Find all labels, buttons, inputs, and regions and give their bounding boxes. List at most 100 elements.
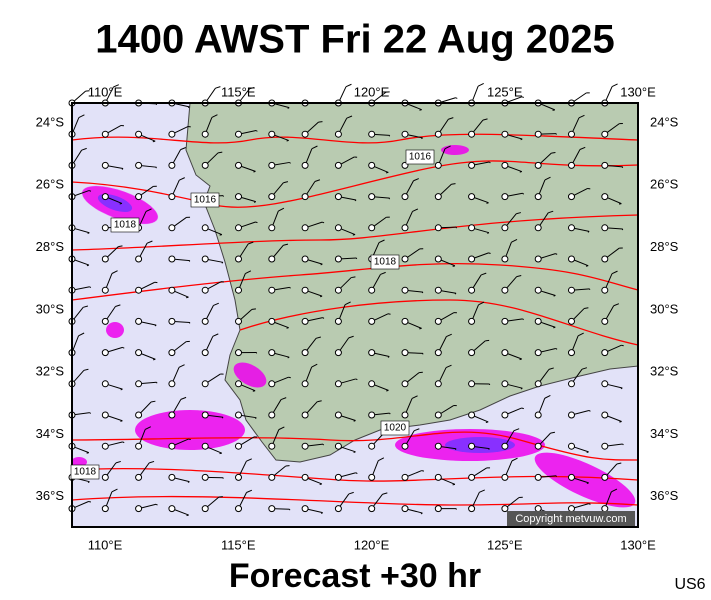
barb-station bbox=[468, 286, 476, 294]
barb-station bbox=[568, 286, 575, 294]
barb-station bbox=[401, 411, 409, 419]
barb-feather bbox=[120, 388, 123, 391]
barb-feather bbox=[322, 221, 325, 224]
barb-station bbox=[468, 255, 476, 263]
barb-station bbox=[268, 317, 276, 325]
barb-station bbox=[434, 505, 442, 513]
barb-station bbox=[501, 130, 509, 138]
barb-station bbox=[135, 349, 143, 357]
barb-station bbox=[334, 193, 342, 201]
barb-station bbox=[235, 442, 242, 450]
barb-station bbox=[468, 380, 476, 388]
barb-feather bbox=[120, 420, 123, 422]
barb-feather bbox=[480, 272, 487, 276]
barb-feather bbox=[420, 512, 423, 515]
barb-station bbox=[101, 286, 109, 294]
barb-feather bbox=[286, 327, 289, 329]
barb-feather bbox=[583, 307, 589, 310]
barb-station bbox=[235, 473, 242, 481]
barb-feather bbox=[618, 203, 622, 205]
barb-feather bbox=[221, 261, 224, 264]
barb-feather bbox=[249, 86, 255, 90]
barb-station bbox=[568, 380, 575, 388]
barb-feather bbox=[588, 503, 591, 505]
barb-feather bbox=[180, 147, 187, 151]
barb-feather bbox=[586, 451, 589, 454]
barb-station bbox=[434, 349, 442, 357]
barb-feather bbox=[179, 177, 185, 181]
barb-feather bbox=[452, 483, 456, 486]
barb-station bbox=[534, 130, 542, 138]
barb-station bbox=[201, 505, 209, 513]
barb-feather bbox=[578, 114, 585, 119]
barb-station bbox=[434, 286, 442, 294]
barb-feather bbox=[478, 301, 485, 306]
barb-station bbox=[168, 442, 176, 450]
barb-feather bbox=[482, 118, 488, 121]
lat-label: 36°S bbox=[650, 488, 679, 503]
barb-feather bbox=[81, 147, 87, 151]
barb-feather bbox=[252, 390, 256, 392]
barb-feather bbox=[519, 171, 522, 173]
barb-station bbox=[601, 193, 609, 201]
isobar-label-box bbox=[370, 254, 400, 270]
barb-feather bbox=[246, 458, 252, 462]
barb-feather bbox=[622, 443, 624, 446]
barb-feather bbox=[115, 304, 121, 307]
barb-station bbox=[368, 193, 376, 201]
barb-station bbox=[168, 380, 176, 388]
barb-station bbox=[101, 505, 109, 513]
barb-station bbox=[301, 473, 309, 481]
barb-feather bbox=[586, 482, 589, 485]
barb-feather bbox=[152, 358, 156, 361]
barb-station bbox=[601, 317, 609, 325]
barb-feather bbox=[620, 387, 623, 390]
barb-station bbox=[434, 411, 442, 419]
barb-station bbox=[101, 380, 109, 388]
barb-feather bbox=[319, 483, 323, 486]
barb-station bbox=[401, 380, 409, 388]
barb-station bbox=[601, 505, 609, 513]
barb-station bbox=[268, 255, 276, 263]
barb-feather bbox=[382, 492, 388, 495]
barb-feather bbox=[477, 82, 484, 87]
barb-station bbox=[568, 317, 575, 325]
barb-feather bbox=[488, 448, 490, 450]
barb-station bbox=[568, 193, 575, 201]
barb-feather bbox=[251, 308, 256, 310]
barb-station bbox=[368, 473, 376, 481]
barb-station bbox=[168, 161, 176, 169]
barb-feather bbox=[519, 358, 522, 361]
barb-feather bbox=[253, 201, 256, 203]
barb-feather bbox=[351, 276, 356, 279]
barb-station bbox=[135, 505, 143, 513]
barb-station bbox=[101, 317, 109, 325]
barb-feather bbox=[320, 263, 323, 266]
barb-feather bbox=[89, 412, 92, 414]
lon-label: 125°E bbox=[487, 537, 523, 552]
barb-feather bbox=[421, 291, 424, 294]
barb-station bbox=[268, 349, 276, 357]
barb-feather bbox=[511, 457, 518, 462]
lat-label: 34°S bbox=[650, 426, 679, 441]
barb-station bbox=[334, 286, 342, 294]
barb-station bbox=[434, 380, 442, 388]
barb-station bbox=[168, 286, 176, 294]
barb-feather bbox=[286, 139, 289, 142]
barb-feather bbox=[388, 197, 391, 200]
title: 1400 AWST Fri 22 Aug 2025 bbox=[95, 18, 614, 62]
barb-feather bbox=[521, 96, 525, 98]
barb-station bbox=[301, 411, 309, 419]
barb-station bbox=[168, 349, 176, 357]
barb-station bbox=[401, 317, 409, 325]
barb-station bbox=[168, 130, 176, 138]
lon-label: 110°E bbox=[88, 537, 123, 552]
barb-station bbox=[468, 442, 476, 450]
barb-feather bbox=[180, 396, 187, 400]
barb-station bbox=[501, 317, 509, 325]
barb-feather bbox=[587, 231, 590, 233]
barb-station bbox=[534, 473, 542, 481]
barb-station bbox=[434, 130, 442, 138]
barb-station bbox=[135, 317, 143, 325]
barb-station bbox=[368, 349, 376, 357]
